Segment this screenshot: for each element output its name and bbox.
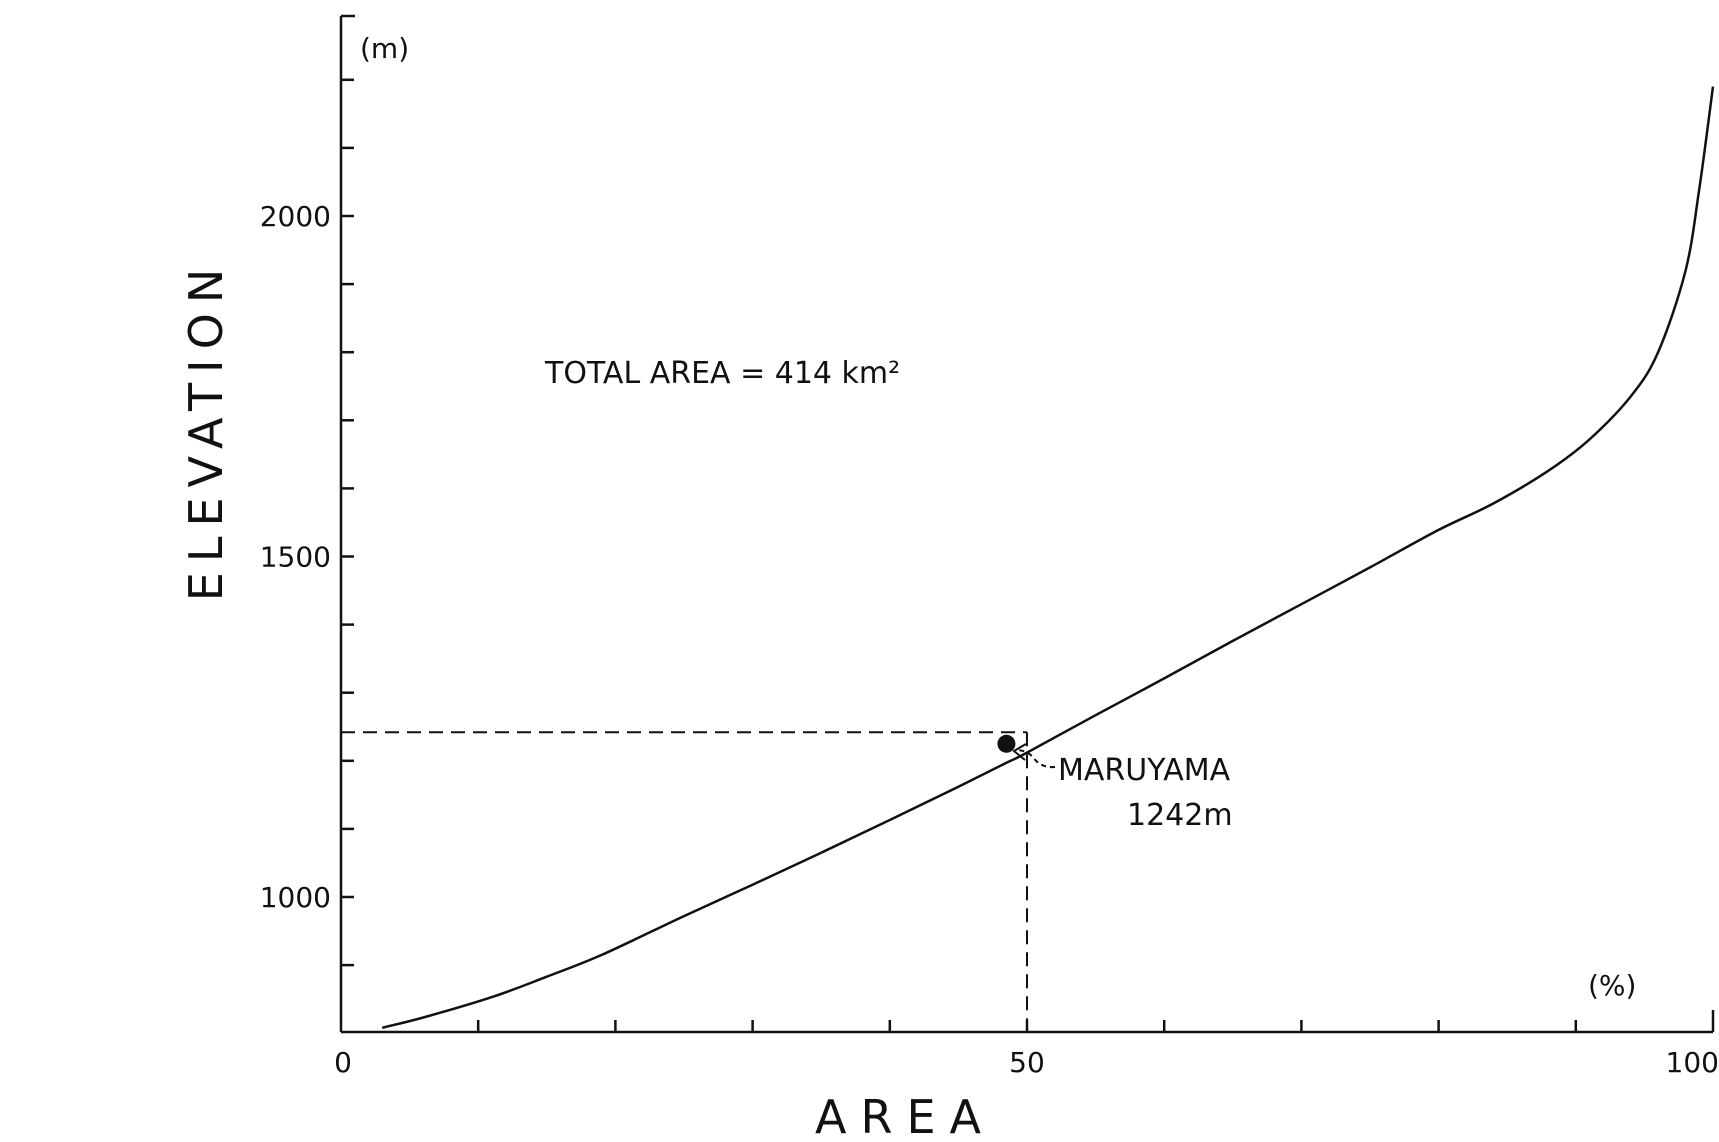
maruyama-leader-arrowhead <box>1012 743 1027 761</box>
x-tick-label: 0 <box>334 1046 352 1079</box>
x-tick-label: 100 <box>1666 1046 1719 1079</box>
y-axis-label: ELEVATION <box>179 259 233 601</box>
reference-lines <box>341 731 1028 1032</box>
x-tick-label: 50 <box>1009 1046 1045 1079</box>
maruyama-label: MARUYAMA <box>1058 753 1231 788</box>
ticks: 1000 1500 2000 0 50 100 <box>260 78 1719 1079</box>
axes <box>339 14 1715 1034</box>
y-tick-label: 2000 <box>260 200 331 233</box>
maruyama-leader-line <box>1015 749 1056 769</box>
series-layer <box>381 86 1715 1030</box>
x-unit-label: (%) <box>1588 969 1636 1002</box>
maruyama-elevation-label: 1242m <box>1127 798 1233 833</box>
hypsometric-curve <box>381 86 1715 1030</box>
y-tick-label: 1500 <box>260 541 331 574</box>
x-axis-label: AREA <box>815 1090 995 1142</box>
total-area-annotation: TOTAL AREA = 414 km² <box>544 356 900 391</box>
y-unit-label: (m) <box>360 32 409 65</box>
annotation-layer <box>997 734 1056 769</box>
maruyama-point <box>997 734 1016 753</box>
y-tick-label: 1000 <box>260 881 331 914</box>
